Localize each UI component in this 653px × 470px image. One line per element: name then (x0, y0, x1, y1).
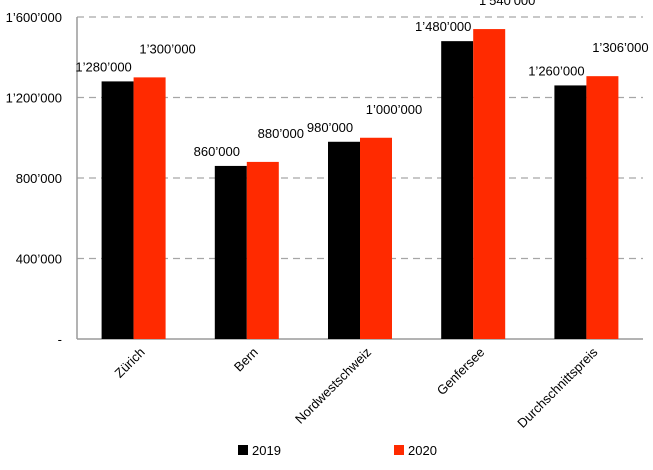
y-tick-label: - (58, 332, 62, 347)
data-label: 1’306’000 (592, 40, 648, 55)
data-label: 980’000 (307, 120, 353, 135)
x-tick-label: Nordwestschweiz (292, 345, 374, 427)
bar-2019 (214, 165, 247, 339)
y-tick-label: 400’000 (16, 252, 62, 267)
legend-label: 2019 (252, 443, 281, 458)
data-label: 1’260’000 (528, 63, 584, 78)
data-label: 1’540’000 (479, 0, 535, 8)
bar-2020 (360, 137, 392, 339)
x-tick-label: Zürich (112, 345, 148, 381)
x-tick-labels: Zürich Bern Nordwestschweiz Genfersee Durchs… (112, 344, 601, 431)
data-label: 880’000 (258, 126, 304, 141)
x-tick-label: Bern (231, 345, 261, 375)
x-tick-label: Durchschnittspreis (514, 344, 601, 431)
legend-swatch-2020 (394, 445, 404, 455)
data-labels: 1’280’000 1’300’000 860’000 880’000 980’000 1… (75, 0, 648, 159)
y-tick-label: 1’200’000 (6, 91, 62, 106)
legend-label: 2020 (408, 443, 437, 458)
y-tick-label: 800’000 (16, 171, 62, 186)
x-tick-label: Genfersee (434, 345, 488, 399)
bar-2019 (328, 141, 360, 339)
bar-2019 (554, 85, 587, 339)
y-tick-label: 1’600’000 (6, 10, 62, 25)
data-label: 1’300’000 (139, 41, 195, 56)
bar-2019 (441, 41, 474, 340)
bar-2020 (133, 77, 166, 339)
legend: 2019 2020 (238, 443, 437, 458)
data-label: 860’000 (194, 144, 240, 159)
bar-2020 (586, 76, 619, 339)
y-tick-labels: - 400’000 800’000 1’200’000 1’600’000 (6, 10, 62, 347)
bar-2020 (473, 29, 506, 339)
bar-2020 (246, 161, 279, 339)
bar-2019 (101, 81, 134, 340)
data-label: 1’480’000 (415, 19, 471, 34)
bars (101, 29, 619, 340)
legend-swatch-2019 (238, 445, 248, 455)
data-label: 1’280’000 (75, 59, 131, 74)
data-label: 1’000’000 (366, 102, 422, 117)
